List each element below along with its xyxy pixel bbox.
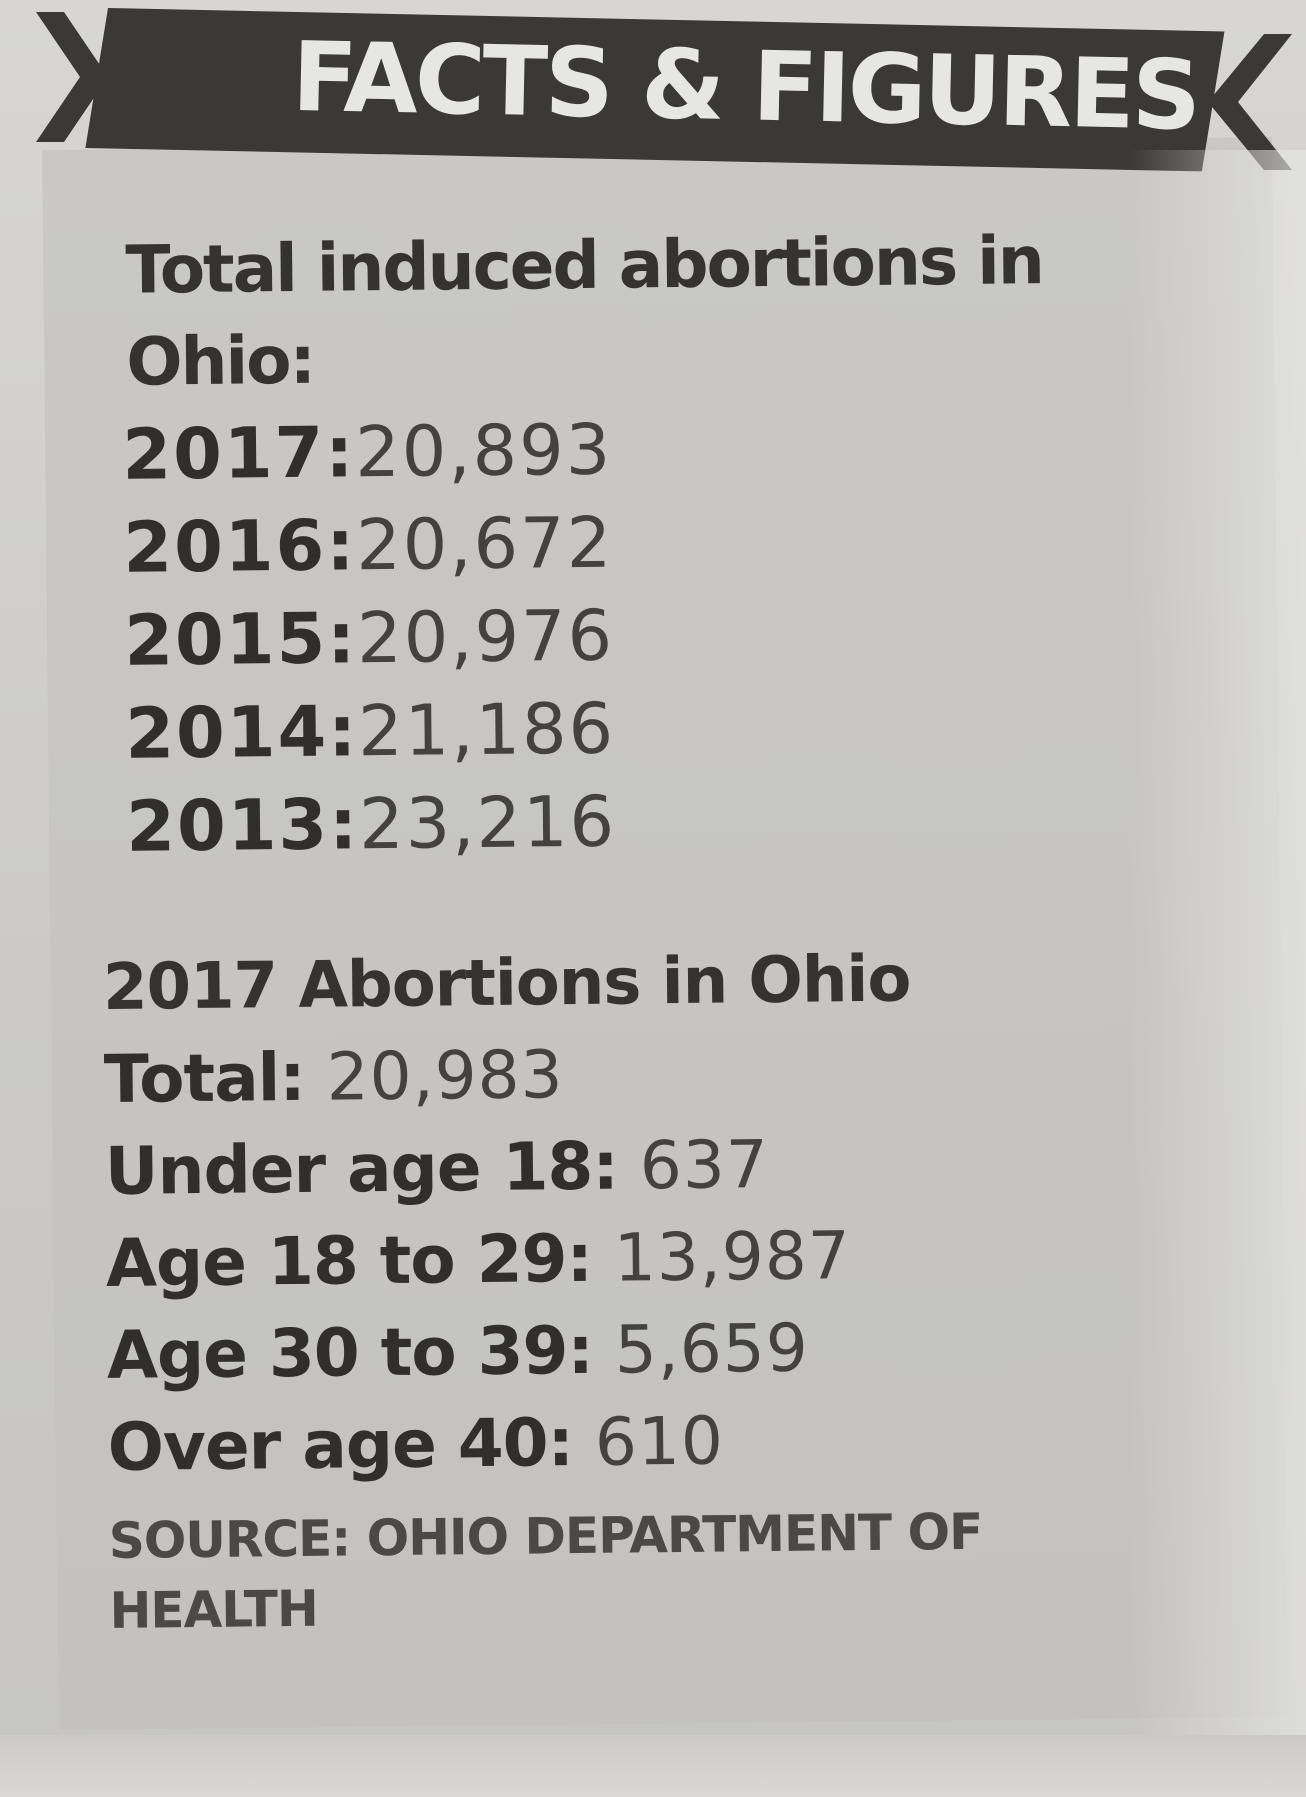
- row-label: 2016:: [122, 504, 357, 589]
- list-item: Over age 40: 610: [107, 1390, 1208, 1494]
- list-item: Age 30 to 39: 5,659: [106, 1298, 1207, 1402]
- list-item: 2013:23,216: [126, 769, 1202, 873]
- row-value: 13,987: [613, 1217, 852, 1297]
- list-item: 2016:20,672: [123, 490, 1199, 594]
- list-item: 2015:20,976: [124, 583, 1200, 687]
- row-value: 21,186: [357, 687, 616, 773]
- source-credit: SOURCE: OHIO DEPARTMENT OF HEALTH: [108, 1502, 983, 1640]
- row-label: Over age 40:: [107, 1404, 574, 1486]
- row-value: 20,983: [326, 1036, 564, 1116]
- row-label: 2017:: [121, 411, 356, 496]
- list-item: 2014:21,186: [125, 676, 1201, 780]
- row-label: Age 18 to 29:: [105, 1219, 593, 1302]
- row-label: Age 30 to 39:: [106, 1311, 594, 1394]
- row-value: 20,672: [355, 501, 614, 587]
- content: Total induced abortions in Ohio: 2017:20…: [95, 213, 1210, 1645]
- paper-bottom: [0, 1735, 1306, 1797]
- row-value: 20,893: [354, 408, 613, 494]
- chevron-left-icon: [1208, 34, 1292, 170]
- row-value: 637: [639, 1125, 770, 1205]
- header-title: FACTS & FIGURES: [290, 20, 1200, 152]
- row-label: 2013:: [125, 783, 360, 868]
- totals-heading: Total induced abortions in Ohio:: [125, 222, 1044, 401]
- list-item: 2017:20,893: [122, 397, 1198, 501]
- chevron-right-icon: [36, 12, 108, 142]
- section-2017-heading: 2017 Abortions in Ohio: [102, 942, 911, 1025]
- row-value: 23,216: [358, 780, 617, 866]
- row-value: 5,659: [614, 1309, 810, 1389]
- row-value: 610: [594, 1402, 725, 1481]
- list-item: Age 18 to 29: 13,987: [105, 1206, 1206, 1310]
- list-item: Under age 18: 637: [104, 1114, 1205, 1218]
- row-label: 2014:: [124, 690, 359, 775]
- row-label: 2015:: [123, 597, 358, 682]
- totals-list: 2017:20,893 2016:20,672 2015:20,976 2014…: [122, 397, 1202, 873]
- row-label: Under age 18:: [104, 1127, 619, 1210]
- section-2017: 2017 Abortions in Ohio Total: 20,983 Und…: [103, 930, 1210, 1645]
- row-label: Total:: [103, 1038, 306, 1118]
- paper-edge: [1130, 150, 1306, 1797]
- list-item: Total: 20,983: [103, 1022, 1204, 1126]
- row-value: 20,976: [356, 594, 615, 680]
